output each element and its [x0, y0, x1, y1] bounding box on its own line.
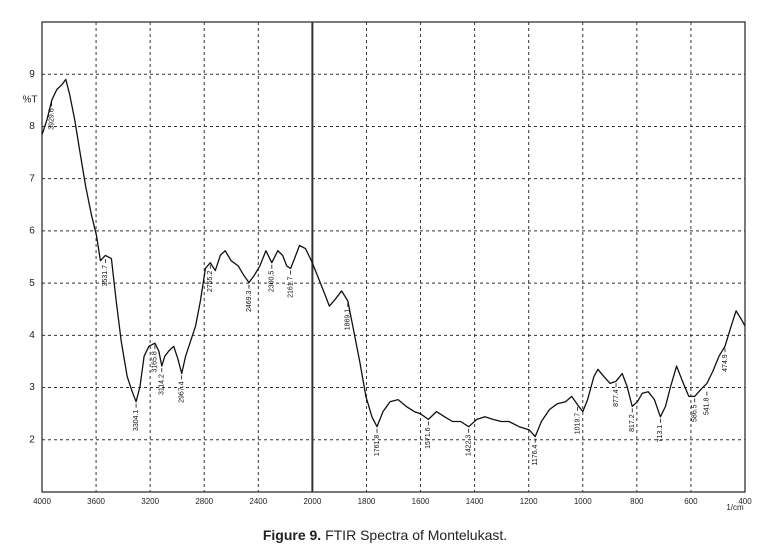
y-tick-label: 7	[29, 173, 35, 184]
x-tick-label: 1000	[574, 497, 592, 506]
y-tick-label: 3	[29, 382, 35, 393]
peak-label: 1176.4	[532, 445, 539, 466]
y-tick-label: 2	[29, 434, 35, 445]
x-tick-label: 3600	[87, 497, 105, 506]
peak-label: 474.9	[722, 354, 729, 372]
x-tick-label: 2800	[195, 497, 213, 506]
caption: Figure 9. FTIR Spectra of Montelukast.	[263, 527, 507, 543]
x-tick-label: 1600	[412, 497, 430, 506]
peak-label: 2161.7	[287, 276, 294, 298]
y-tick-label: 4	[29, 330, 35, 341]
y-tick-label: 8	[29, 121, 35, 132]
plot-frame	[41, 21, 746, 493]
x-tick-label: 2400	[249, 497, 267, 506]
peak-label: 2967.4	[178, 381, 185, 403]
peak-label: 1422.3	[466, 435, 473, 457]
peak-label: 2755.2	[207, 271, 214, 293]
peak-label: 713.1	[657, 425, 664, 443]
peak-label: 3165.8	[152, 351, 159, 373]
x-tick-label: 400	[738, 497, 752, 506]
x-tick-label: 1800	[358, 497, 376, 506]
peak-label: 1869.1	[345, 309, 352, 331]
caption-text: FTIR Spectra of Montelukast.	[325, 527, 507, 543]
peak-label: 1019.7	[574, 413, 581, 435]
peak-label: 2469.3	[246, 290, 253, 312]
x-tick-label: 1400	[466, 497, 484, 506]
peak-label: 3531.7	[102, 265, 109, 287]
y-tick-label: 5	[29, 278, 35, 289]
x-tick-label: 4000	[33, 497, 51, 506]
peak-label: 3114.2	[159, 374, 166, 395]
spectrum-line	[41, 78, 746, 438]
peak-label: 877.4	[613, 389, 620, 407]
peak-label: 817.2	[629, 414, 636, 432]
peak-label: 1761.8	[374, 435, 381, 457]
y-axis-label: %T	[23, 95, 38, 106]
x-tick-label: 600	[684, 497, 698, 506]
peak-label: 1571.6	[425, 427, 432, 449]
peak-label: 3929.6	[48, 108, 55, 130]
x-tick-label: 800	[630, 497, 644, 506]
y-tick-label: 6	[29, 226, 35, 237]
peak-label: 541.8	[704, 398, 711, 416]
y-tick-label: 9	[29, 69, 35, 80]
peak-label: 586.5	[692, 404, 699, 422]
peak-label: 2300.5	[269, 271, 276, 293]
x-axis-unit: 1/cm	[726, 503, 744, 512]
x-tick-label: 3200	[141, 497, 159, 506]
caption-label: Figure 9.	[263, 527, 321, 543]
x-tick-label: 2000	[303, 497, 321, 506]
x-tick-label: 1200	[520, 497, 538, 506]
peak-label: 3304.1	[133, 410, 140, 432]
